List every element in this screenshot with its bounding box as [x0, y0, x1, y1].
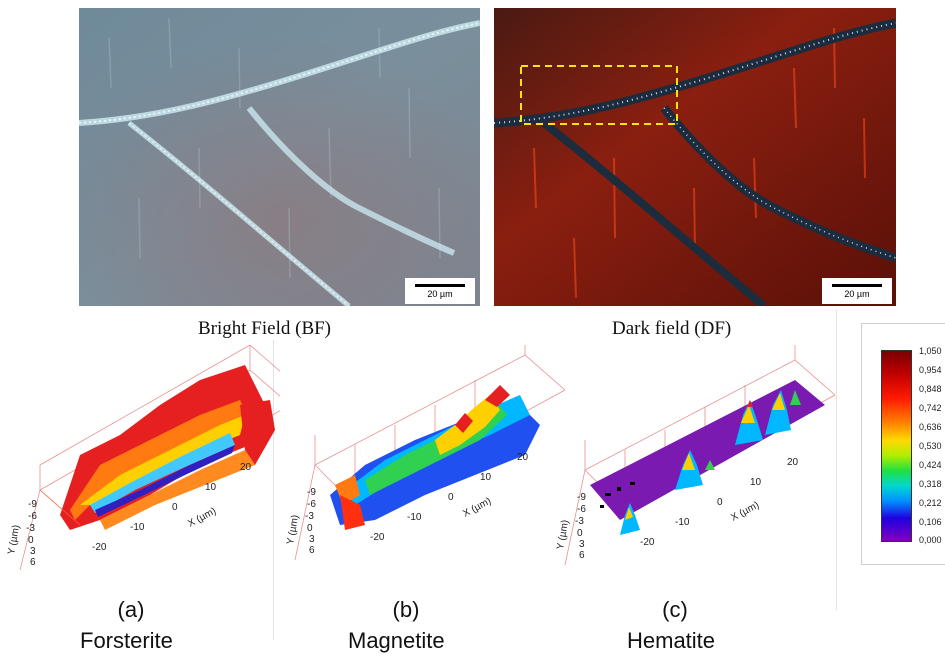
x-axis-label: X (µm): [461, 496, 493, 520]
y-tick: -3: [26, 523, 35, 534]
y-tick: -3: [575, 516, 584, 527]
y-tick: -9: [577, 492, 586, 503]
y-tick: 3: [30, 546, 36, 557]
plot-letter: (b): [392, 597, 420, 622]
y-tick: -6: [307, 499, 316, 510]
bright-field-image: [79, 8, 480, 306]
x-tick: 20: [240, 462, 252, 473]
y-tick: -9: [28, 499, 37, 510]
colorbar-tick: 0,636: [919, 422, 942, 432]
x-tick: 10: [205, 482, 217, 493]
panel-divider: [273, 340, 274, 640]
dark-field-image: [494, 8, 896, 306]
x-tick: 10: [480, 472, 492, 483]
x-tick: -10: [130, 522, 145, 533]
bf-scale-bar: 20 µm: [405, 278, 475, 304]
colorbar-tick: 0,000: [919, 535, 942, 545]
x-tick: -10: [675, 517, 690, 528]
x-tick: 0: [172, 502, 178, 513]
plot-hematite: -9 -6 -3 0 3 6 -20 -10 0 10 20 X (µm) Y …: [555, 345, 835, 566]
bf-scale-label: 20 µm: [427, 289, 453, 299]
y-axis-label: Y (µm): [285, 514, 301, 545]
x-tick: 10: [750, 477, 762, 488]
colorbar-tick: 0,424: [919, 460, 942, 470]
x-tick: -10: [407, 512, 422, 523]
y-tick: -6: [577, 504, 586, 515]
colorbar: [881, 350, 912, 542]
x-tick: -20: [370, 532, 385, 543]
colorbar-tick: 1,050: [919, 346, 942, 356]
mineral-name: Forsterite: [80, 628, 173, 653]
plot-letter: (a): [117, 597, 145, 622]
x-tick: 0: [717, 497, 723, 508]
y-tick: 3: [309, 534, 315, 545]
y-tick: 3: [579, 539, 585, 550]
region-of-interest-box: [520, 65, 678, 125]
y-axis-label: Y (µm): [6, 524, 22, 555]
x-tick: -20: [92, 542, 107, 553]
y-tick: -9: [307, 487, 316, 498]
x-axis-label: X (µm): [729, 500, 761, 524]
mineral-name: Magnetite: [348, 628, 445, 653]
colorbar-tick: 0,848: [919, 384, 942, 394]
y-tick: -6: [28, 511, 37, 522]
colorbar-tick: 0,530: [919, 441, 942, 451]
x-tick: -20: [640, 537, 655, 548]
colorbar-tick: 0,742: [919, 403, 942, 413]
y-tick: 6: [579, 550, 585, 561]
plot-magnetite: -9 -6 -3 0 3 6 -20 -10 0 10 20 X (µm) Y …: [285, 345, 565, 561]
y-tick: -3: [305, 511, 314, 522]
colorbar-tick: 0,106: [919, 517, 942, 527]
df-scale-bar: 20 µm: [822, 278, 892, 304]
colorbar-tick: 0,954: [919, 365, 942, 375]
y-tick: 0: [28, 535, 34, 546]
colorbar-tick: 0,212: [919, 498, 942, 508]
x-tick: 0: [448, 492, 454, 503]
bf-caption: Bright Field (BF): [198, 318, 332, 339]
scale-bar-line: [832, 284, 882, 287]
y-axis-label: Y (µm): [555, 519, 571, 550]
x-tick: 20: [517, 452, 529, 463]
x-tick: 20: [787, 457, 799, 468]
y-tick: 6: [309, 545, 315, 556]
plot-letter: (c): [662, 597, 688, 622]
df-caption: Dark field (DF): [612, 318, 732, 339]
mineral-name: Hematite: [627, 628, 716, 653]
scale-bar-line: [415, 284, 465, 287]
colorbar-tick: 0,318: [919, 479, 942, 489]
y-tick: 0: [577, 528, 583, 539]
x-axis-label: X (µm): [186, 506, 218, 530]
df-scale-label: 20 µm: [844, 289, 870, 299]
y-tick: 0: [307, 523, 313, 534]
y-tick: 6: [30, 557, 36, 568]
panel-divider: [836, 310, 837, 610]
plot-forsterite: -9 -6 -3 0 3 6 -20 -10 0 10 20 X (µm) Y …: [6, 345, 280, 571]
